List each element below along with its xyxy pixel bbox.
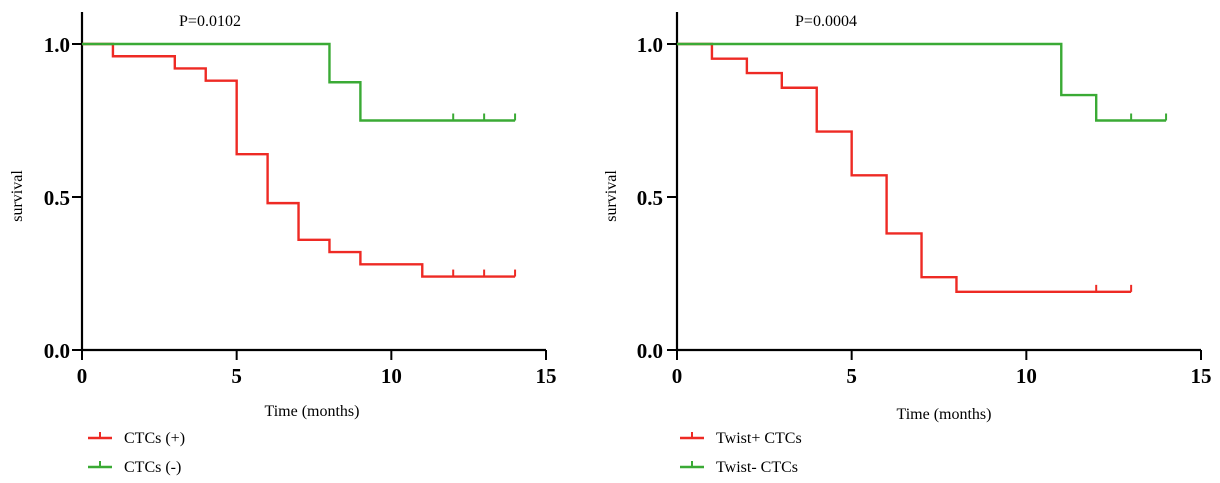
y-tick-label: 1.0	[637, 33, 663, 57]
y-tick-label: 0.5	[637, 186, 663, 210]
y-tick-label: 0.0	[44, 339, 70, 363]
km-chart-ctcs: 0.0 0.5 1.0 0 5 10 15 Time (months) survival P=0.…	[9, 12, 557, 476]
x-axis-title: Time (months)	[265, 403, 360, 420]
survival-curve	[677, 42, 1132, 294]
survival-curve	[82, 42, 516, 278]
legend-label: Twist- CTCs	[716, 459, 798, 476]
chart-panel-left: 0.0 0.5 1.0 0 5 10 15 Time (months) survival P=0.…	[0, 0, 600, 483]
x-tick-label: 5	[231, 364, 242, 388]
chart-panel-right: 0.0 0.5 1.0 0 5 10 15 Time (months) survival P=0.…	[600, 0, 1220, 483]
km-chart-twist: 0.0 0.5 1.0 0 5 10 15 Time (months) survival P=0.…	[603, 12, 1212, 476]
legend-label: CTCs (-)	[124, 459, 181, 476]
x-tick-label: 0	[672, 364, 683, 388]
y-tick-label: 1.0	[44, 33, 70, 57]
x-tick-label: 15	[536, 364, 557, 388]
y-tick-label: 0.5	[44, 186, 70, 210]
x-tick-label: 15	[1191, 364, 1212, 388]
y-axis-title: survival	[9, 170, 26, 222]
x-tick-label: 10	[1016, 364, 1037, 388]
x-tick-label: 5	[846, 364, 857, 388]
survival-curve	[677, 42, 1167, 122]
p-value-annotation: P=0.0004	[795, 13, 857, 30]
y-tick-label: 0.0	[637, 339, 663, 363]
survival-curve	[82, 42, 516, 122]
y-axis-title: survival	[603, 170, 620, 222]
x-axis-title: Time (months)	[897, 406, 992, 423]
x-tick-label: 0	[77, 364, 88, 388]
x-tick-label: 10	[381, 364, 402, 388]
legend-label: CTCs (+)	[124, 430, 185, 447]
legend-label: Twist+ CTCs	[716, 430, 802, 447]
p-value-annotation: P=0.0102	[179, 13, 241, 30]
